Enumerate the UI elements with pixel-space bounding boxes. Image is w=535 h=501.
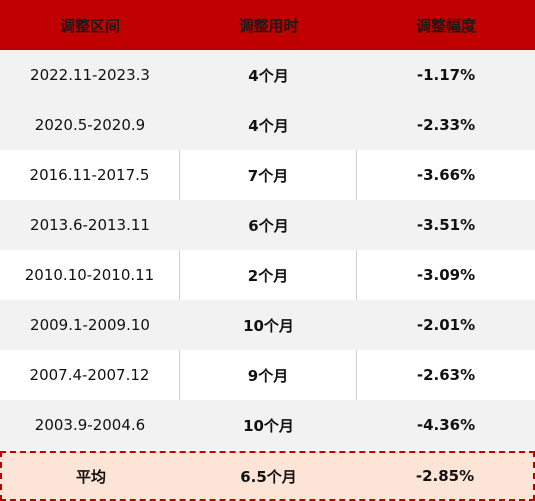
cell-period: 2016.11-2017.5 <box>0 150 180 200</box>
cell-period: 2003.9-2004.6 <box>34 416 146 434</box>
cell-period: 2020.5-2020.9 <box>34 116 146 134</box>
table-header: 调整区间 调整用时 调整幅度 <box>0 0 535 50</box>
table-row: 2010.10-2010.11 2个月 -3.09% <box>0 250 535 300</box>
header-duration: 调整用时 <box>238 16 299 35</box>
cell-duration: 6个月 <box>248 216 289 235</box>
cell-change: -3.66% <box>416 166 476 184</box>
table-row: 2022.11-2023.3 4个月 -1.17% <box>0 50 535 100</box>
table-row: 2013.6-2013.11 6个月 -3.51% <box>0 200 535 250</box>
cell-duration: 7个月 <box>180 150 357 200</box>
cell-period: 2007.4-2007.12 <box>0 350 180 400</box>
cell-change: -4.36% <box>416 416 476 434</box>
table-row: 2007.4-2007.12 9个月 -2.63% <box>0 350 535 400</box>
cell-change: -3.51% <box>416 216 476 234</box>
table-row: 2016.11-2017.5 7个月 -3.66% <box>0 150 535 200</box>
cell-change: -3.09% <box>416 266 476 284</box>
cell-duration: 2个月 <box>180 250 357 300</box>
average-duration: 6.5个月 <box>240 467 297 486</box>
cell-duration: 9个月 <box>180 350 357 400</box>
cell-period: 2022.11-2023.3 <box>30 66 150 84</box>
average-row: 平均 6.5个月 -2.85% <box>0 451 535 501</box>
cell-duration: 10个月 <box>243 316 294 335</box>
cell-duration: 4个月 <box>248 66 289 85</box>
cell-period: 2013.6-2013.11 <box>30 216 150 234</box>
table-row: 2009.1-2009.10 10个月 -2.01% <box>0 300 535 350</box>
cell-duration: 4个月 <box>248 116 289 135</box>
cell-change: -2.33% <box>416 116 476 134</box>
table-row: 2003.9-2004.6 10个月 -4.36% <box>0 400 535 450</box>
table-row: 2020.5-2020.9 4个月 -2.33% <box>0 100 535 150</box>
average-change: -2.85% <box>415 467 475 485</box>
cell-period: 2009.1-2009.10 <box>30 316 150 334</box>
average-label: 平均 <box>75 467 106 486</box>
cell-change: -1.17% <box>416 66 476 84</box>
header-change: 调整幅度 <box>415 16 476 35</box>
header-period: 调整区间 <box>59 16 120 35</box>
cell-duration: 10个月 <box>243 416 294 435</box>
cell-change: -2.63% <box>416 366 476 384</box>
cell-period: 2010.10-2010.11 <box>0 250 180 300</box>
cell-change: -2.01% <box>416 316 476 334</box>
